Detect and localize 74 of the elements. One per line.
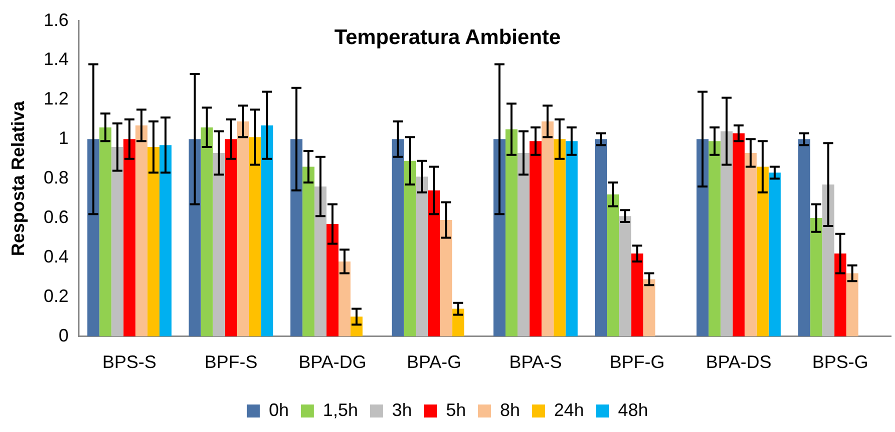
legend-label: 48h <box>618 400 648 420</box>
legend-label: 0h <box>268 400 289 420</box>
legend-label: 1,5h <box>322 400 358 420</box>
bar <box>314 186 326 336</box>
x-tick-label: BPA-G <box>406 352 462 372</box>
bar <box>643 279 656 336</box>
bar <box>530 141 542 336</box>
bar <box>798 139 810 336</box>
bar <box>708 141 721 336</box>
bar <box>846 273 858 336</box>
y-tick-label: 1.4 <box>44 49 69 70</box>
x-tick-label: BPS-S <box>102 352 156 372</box>
y-tick-label: 0.8 <box>44 168 69 188</box>
y-tick-label: 1.2 <box>44 88 69 109</box>
bar <box>147 147 160 336</box>
bar <box>822 184 834 336</box>
bar <box>290 139 302 336</box>
bar <box>135 125 148 336</box>
bar <box>594 139 608 336</box>
x-tick-label: BPA-S <box>509 352 562 372</box>
legend-label: 3h <box>392 400 412 420</box>
y-tick-label: 0.6 <box>44 207 69 228</box>
bar <box>428 190 440 336</box>
bar <box>123 139 136 336</box>
x-tick-label: BPS-G <box>812 352 868 372</box>
legend-label: 5h <box>446 400 466 420</box>
x-tick-label: BPA-DS <box>706 352 772 372</box>
bar <box>200 127 213 336</box>
bar <box>720 131 733 336</box>
bar <box>302 166 314 336</box>
bar <box>338 261 351 336</box>
y-axis-title: Resposta Relativa <box>8 100 28 256</box>
legend-label: 8h <box>500 400 520 420</box>
bar <box>99 127 112 336</box>
x-tick-label: BPF-G <box>610 352 665 372</box>
x-tick-label: BPF-S <box>204 352 258 372</box>
chart-title: Temperatura Ambiente <box>334 26 561 49</box>
bar <box>224 139 237 336</box>
bar <box>619 216 632 336</box>
bar <box>87 139 100 336</box>
bar <box>732 133 745 336</box>
bar <box>834 254 846 336</box>
y-tick-label: 0.2 <box>44 286 69 306</box>
bar <box>212 152 225 336</box>
bar <box>416 176 428 336</box>
y-tick-label: 0.4 <box>44 246 69 266</box>
bar <box>160 145 172 336</box>
y-tick-label: 1.6 <box>44 10 69 30</box>
bar <box>768 172 781 336</box>
bar <box>631 254 644 336</box>
bar <box>505 129 518 336</box>
bar <box>542 121 554 336</box>
legend-label: 24h <box>554 400 584 420</box>
bar <box>756 166 769 336</box>
bar <box>518 152 530 336</box>
bar <box>440 220 452 336</box>
x-tick-label: BPA-DG <box>298 352 366 372</box>
bar <box>392 139 404 336</box>
bar <box>554 139 566 336</box>
bar <box>696 139 709 336</box>
bar <box>249 137 262 336</box>
bar <box>810 218 822 336</box>
y-tick-label: 1 <box>58 128 69 148</box>
bar <box>261 125 274 336</box>
bar <box>493 139 506 336</box>
bar <box>326 224 339 336</box>
bar <box>188 139 201 336</box>
bar <box>744 152 757 336</box>
y-tick-label: 0 <box>58 325 69 346</box>
bar <box>236 121 250 336</box>
bar <box>404 160 416 336</box>
bar <box>111 147 124 336</box>
bar <box>607 194 620 336</box>
bar <box>566 141 578 336</box>
